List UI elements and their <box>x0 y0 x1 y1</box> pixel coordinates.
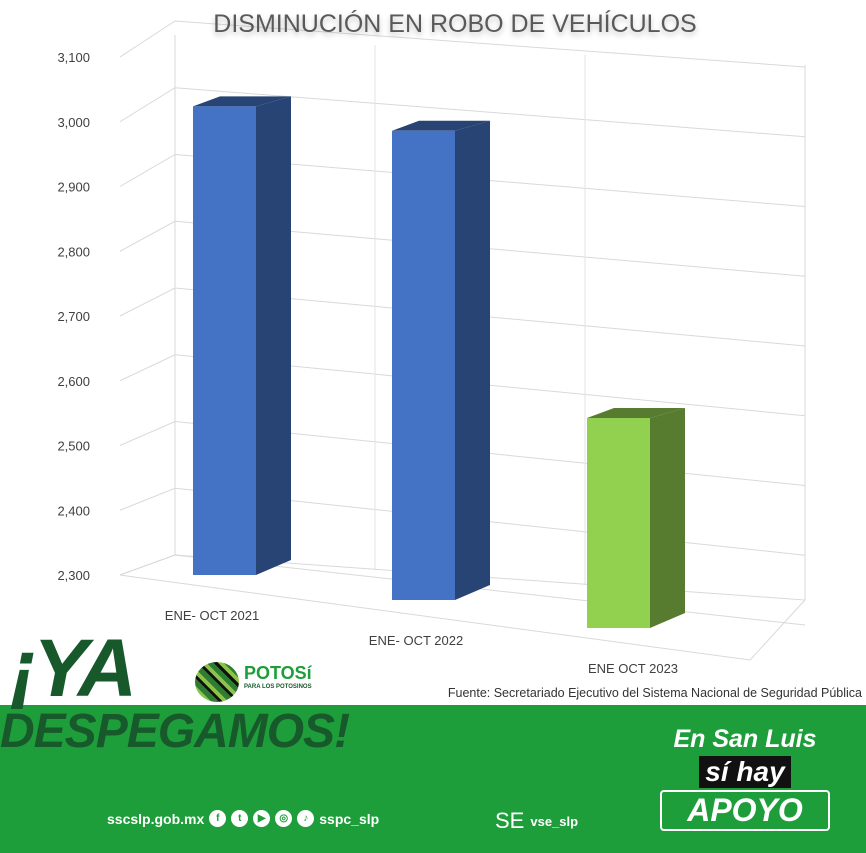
potosi-logo-icon <box>195 662 239 702</box>
slogan-line-3: APOYO <box>660 790 830 831</box>
se-logo: SE vse_slp <box>495 808 578 834</box>
social-links: sscslp.gob.mx f t ▶ ◎ ♪ sspc_slp <box>107 810 379 827</box>
y-tick-label: 2,500 <box>57 439 90 454</box>
gridline <box>119 20 806 68</box>
instagram-icon[interactable]: ◎ <box>275 810 293 827</box>
y-tick-label: 3,000 <box>57 115 90 130</box>
bar <box>193 106 256 576</box>
y-tick-label: 2,400 <box>57 503 90 518</box>
source-note: Fuente: Secretariado Ejecutivo del Siste… <box>447 686 862 700</box>
social-handle[interactable]: sspc_slp <box>319 810 380 827</box>
bar <box>392 130 455 601</box>
headline-despegamos: DESPEGAMOS! <box>0 705 350 758</box>
twitter-icon[interactable]: t <box>231 810 249 827</box>
y-tick-label: 2,300 <box>57 568 90 583</box>
slogan-line-1: En San Luis <box>673 725 817 753</box>
se-logo-text: SE <box>495 808 525 833</box>
y-tick-label: 3,100 <box>57 50 90 65</box>
y-tick-label: 2,800 <box>57 244 90 259</box>
potosi-logo-sub: PARA LOS POTOSINOS <box>244 684 312 690</box>
floor <box>119 554 807 661</box>
chart-title: DISMINUCIÓN EN ROBO DE VEHÍCULOS <box>213 10 697 38</box>
bar-side <box>455 120 490 601</box>
y-tick-label: 2,600 <box>57 374 90 389</box>
slogan-line-2: sí hay <box>699 756 791 788</box>
website-link[interactable]: sscslp.gob.mx <box>107 810 205 827</box>
x-tick-label: ENE- OCT 2021 <box>165 608 259 623</box>
potosi-logo-text: POTOSí <box>244 663 312 683</box>
y-tick-label: 2,700 <box>57 309 90 324</box>
tiktok-icon[interactable]: ♪ <box>297 810 315 827</box>
x-tick-label: ENE- OCT 2022 <box>369 633 463 648</box>
se-handle[interactable]: vse_slp <box>530 813 579 829</box>
bar-top <box>587 408 685 418</box>
bar-top <box>193 96 291 107</box>
slogan: En San Luis sí hay APOYO <box>660 725 830 831</box>
youtube-icon[interactable]: ▶ <box>253 810 271 827</box>
x-tick-label: ENE OCT 2023 <box>588 661 678 676</box>
facebook-icon[interactable]: f <box>209 810 227 827</box>
bar <box>587 418 650 628</box>
bar-side <box>256 96 291 576</box>
bar-top <box>392 120 490 131</box>
bar-side <box>650 408 685 628</box>
y-tick-label: 2,900 <box>57 180 90 195</box>
chart: 2,300 2,400 2,500 2,600 2,700 2,800 2,900 3,000… <box>57 20 807 676</box>
headline-ya: ¡YA <box>10 623 137 714</box>
